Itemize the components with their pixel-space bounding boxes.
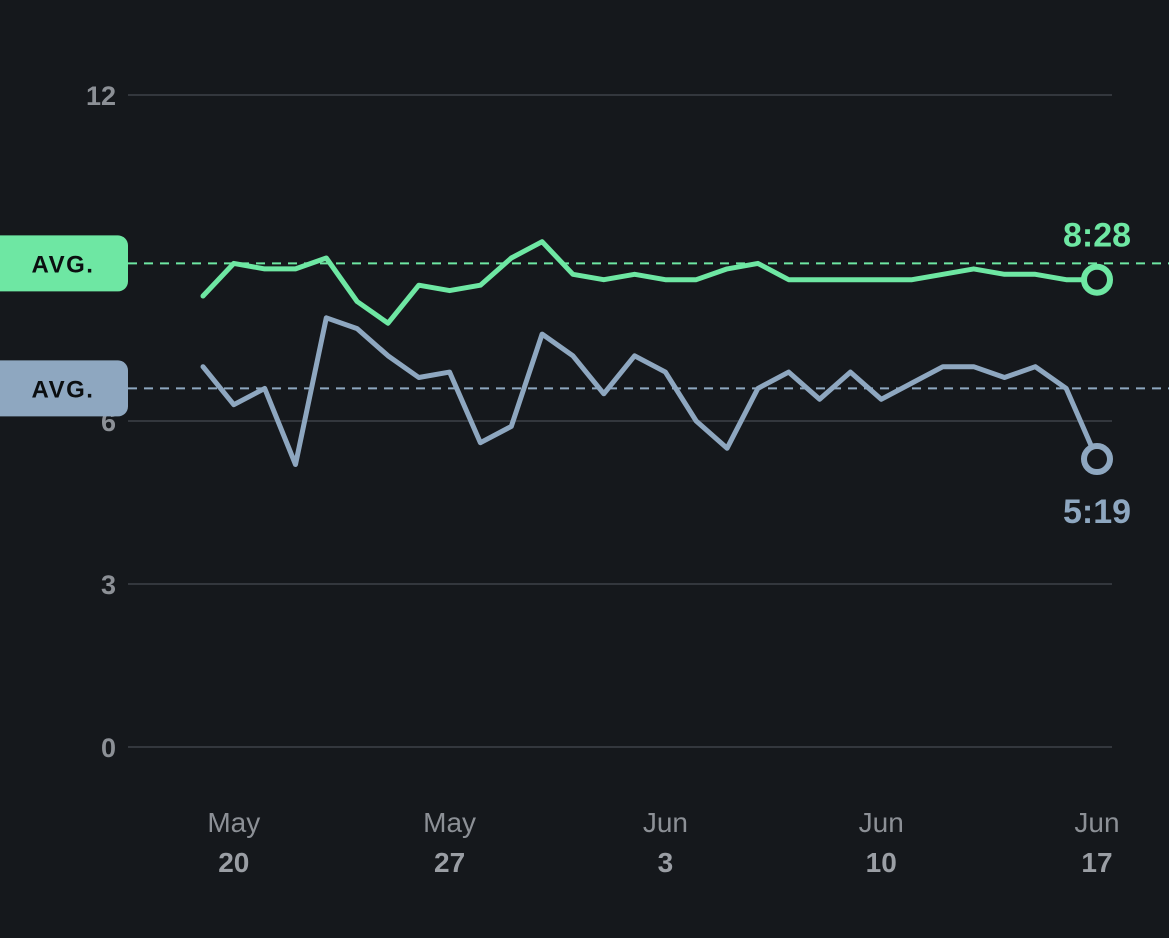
green-avg-badge-label: AVG.: [32, 251, 95, 278]
x-tick-month-may-20: May: [207, 807, 260, 838]
y-tick-label-3: 3: [101, 570, 116, 600]
x-tick-month-may-27: May: [423, 807, 476, 838]
green-end-label: 8:28: [1063, 217, 1131, 255]
x-tick-day-may-20: 20: [218, 847, 249, 878]
x-tick-day-jun-10: 10: [866, 847, 897, 878]
x-tick-day-jun-3: 3: [658, 847, 674, 878]
x-tick-day-jun-17: 17: [1081, 847, 1112, 878]
blue-avg-badge: [0, 360, 128, 417]
x-tick-day-may-27: 27: [434, 847, 465, 878]
blue-avg-badge-label: AVG.: [32, 376, 95, 403]
x-tick-month-jun-17: Jun: [1074, 807, 1119, 838]
green-end-marker: [1081, 263, 1113, 296]
blue-end-label: 5:19: [1063, 493, 1131, 531]
blue-end-marker: [1081, 443, 1113, 476]
x-tick-month-jun-3: Jun: [643, 807, 688, 838]
green-avg-badge: [0, 235, 128, 292]
y-tick-label-0: 0: [101, 733, 116, 763]
blue-series-line: [200, 315, 1100, 467]
x-tick-month-jun-10: Jun: [859, 807, 904, 838]
green-series-line: [200, 239, 1100, 326]
y-tick-label-12: 12: [86, 81, 116, 111]
